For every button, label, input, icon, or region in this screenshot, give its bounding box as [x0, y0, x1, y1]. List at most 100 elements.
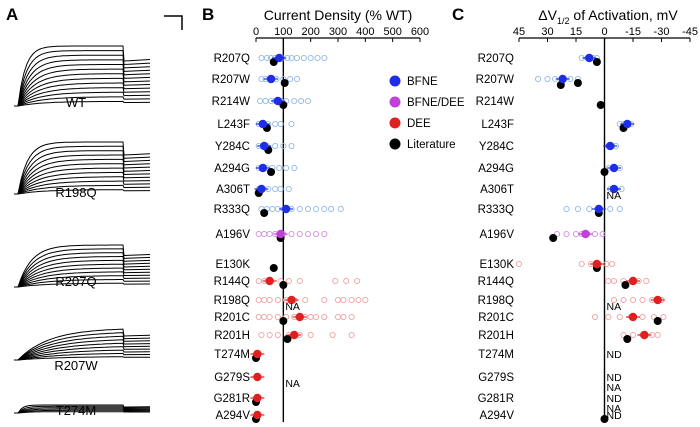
literature-point	[623, 335, 632, 343]
variant-label: R214W	[476, 96, 514, 108]
cell-point	[288, 142, 295, 150]
cell-point	[605, 313, 612, 321]
mean-point	[273, 96, 283, 106]
scale-bar	[164, 15, 183, 30]
literature-point	[600, 415, 609, 423]
legend-label: DEE	[407, 118, 431, 130]
cell-point	[629, 296, 637, 304]
cell-point	[639, 313, 646, 321]
current-trace	[14, 176, 151, 195]
cell-point	[255, 230, 262, 238]
mean-point	[266, 74, 276, 84]
variant-label: A294G	[478, 163, 514, 175]
current-trace	[14, 163, 151, 195]
current-trace	[14, 184, 151, 195]
cell-point	[334, 313, 342, 321]
cell-point	[328, 205, 335, 213]
x-tick-label: 500	[383, 26, 401, 38]
cell-point	[321, 205, 328, 213]
current-trace	[14, 73, 151, 107]
cell-point	[534, 75, 542, 83]
variant-label: R201H	[214, 330, 250, 342]
cell-point	[639, 296, 646, 304]
panel-b-plot: 0 100 200 300 400 500 600 R207Q R207W R214W L243F Y…	[212, 26, 429, 423]
cell-point	[650, 313, 657, 321]
legend-label: BFNE/DEE	[407, 97, 465, 109]
cell-point	[258, 54, 265, 62]
mean-point	[581, 229, 590, 239]
current-trace	[14, 256, 151, 288]
variant-label: R207Q	[214, 53, 250, 65]
current-trace	[14, 405, 151, 414]
current-trace	[14, 339, 151, 361]
x-tick-label: 30	[541, 26, 553, 38]
x-tick-label: 45	[513, 26, 525, 38]
literature-point	[269, 264, 278, 272]
cell-point	[660, 313, 667, 321]
variant-label: R207W	[476, 74, 514, 86]
current-trace	[14, 332, 151, 361]
mean-point	[609, 184, 619, 194]
mean-point	[287, 295, 296, 305]
current-trace	[14, 263, 151, 288]
cell-point	[348, 313, 355, 321]
cell-point	[572, 230, 580, 238]
cell-point	[288, 230, 295, 238]
cell-point	[276, 164, 283, 172]
x-tick-label: 15	[570, 26, 582, 38]
variant-label: A294V	[479, 410, 514, 422]
cell-point	[629, 331, 637, 339]
cell-point	[610, 277, 618, 285]
x-tick-label: 200	[301, 26, 319, 38]
na-label: NA	[607, 382, 622, 394]
legend-marker	[389, 138, 401, 150]
literature-point	[280, 79, 289, 87]
x-tick-label: 300	[329, 26, 347, 38]
current-trace	[14, 77, 151, 107]
mean-point	[253, 372, 262, 382]
mean-point	[253, 410, 262, 420]
cell-point	[515, 260, 523, 268]
current-trace	[14, 59, 151, 107]
cell-point	[616, 205, 623, 213]
current-trace	[14, 275, 151, 288]
trace-label: WT	[66, 95, 86, 110]
x-tick-label: -45	[682, 26, 698, 38]
current-trace	[14, 54, 151, 107]
cell-point	[266, 313, 273, 321]
cell-point	[258, 331, 265, 339]
trace-label: R207Q	[55, 274, 96, 289]
literature-point	[573, 79, 582, 87]
cell-point	[334, 296, 342, 304]
cell-point	[620, 296, 627, 304]
legend-label: Literature	[407, 139, 456, 151]
cell-point	[307, 331, 314, 339]
literature-point	[600, 168, 609, 176]
cell-point	[277, 120, 284, 128]
literature-point	[283, 335, 292, 343]
cell-point	[293, 75, 301, 83]
cell-point	[274, 331, 281, 339]
current-trace	[14, 409, 151, 414]
cell-point	[285, 277, 292, 285]
cell-point	[293, 54, 301, 62]
x-tick-label: -15	[625, 26, 641, 38]
cell-point	[591, 230, 599, 238]
cell-point	[321, 296, 328, 304]
current-trace	[14, 145, 151, 195]
cell-point	[296, 205, 303, 213]
cell-point	[302, 296, 309, 304]
cell-point	[274, 313, 281, 321]
current-trace	[14, 411, 150, 414]
cell-point	[266, 296, 273, 304]
cell-point	[272, 142, 279, 150]
mean-point	[258, 163, 268, 173]
trace-label: T274M	[56, 403, 96, 418]
legend: BFNE BFNE/DEE DEE Literature	[389, 75, 465, 151]
cell-point	[277, 185, 284, 193]
mean-point	[653, 295, 662, 305]
cell-point	[610, 296, 618, 304]
current-trace	[14, 87, 151, 107]
cell-point	[288, 120, 295, 128]
variant-label: E130K	[479, 259, 514, 271]
